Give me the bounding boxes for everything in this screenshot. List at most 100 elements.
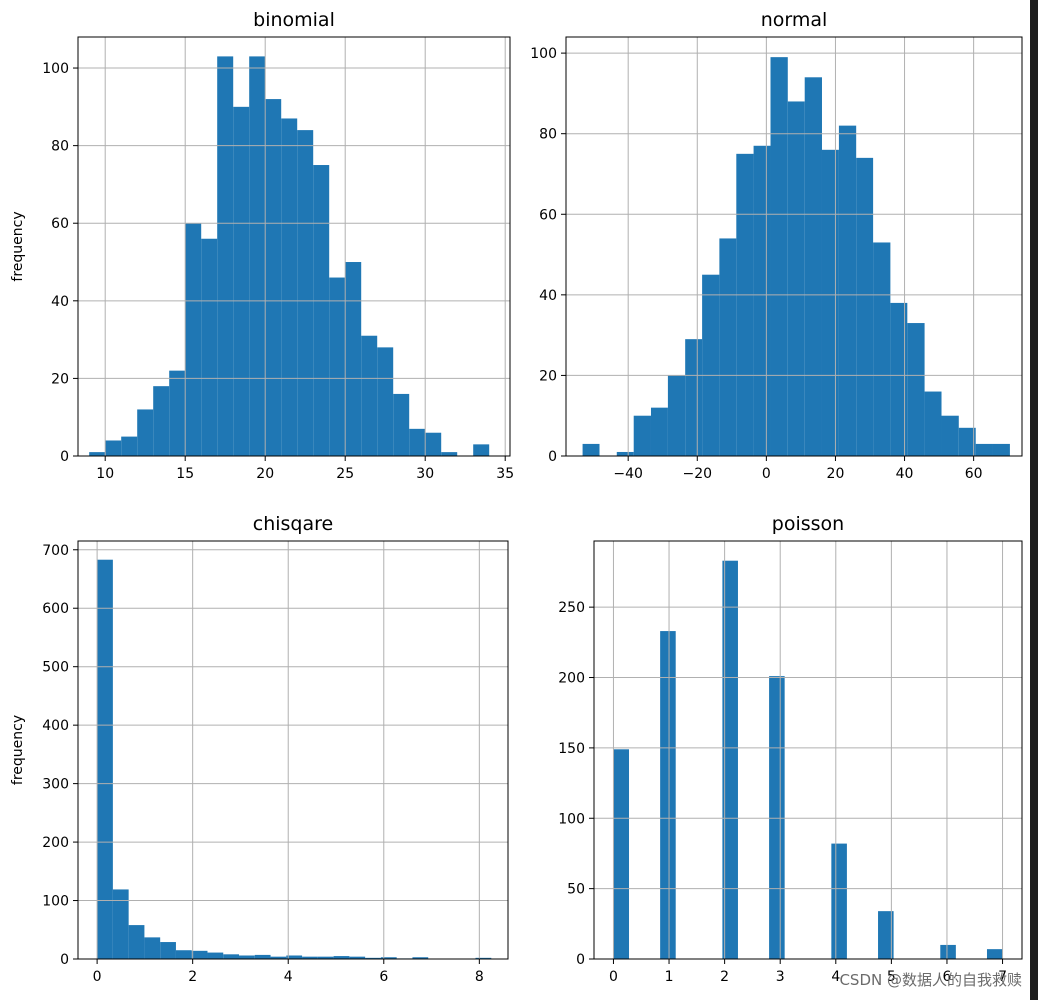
histogram-bar [838,125,857,456]
x-tick-label: 15 [176,466,194,482]
histogram-bar [616,451,634,456]
y-tick-label: 700 [42,543,69,559]
x-tick-label: 25 [336,466,354,482]
histogram-bar [201,238,218,456]
histogram-bar [633,415,651,456]
x-tick-label: 2 [720,969,729,985]
x-tick-label: 20 [256,466,274,482]
subplot-poisson: 0 1 2 3 4 5 6 7 0 50 100 150 200 250 poisson [558,513,1023,985]
y-tick-label: 200 [42,835,69,851]
x-tick-label: 3 [776,969,785,985]
histogram-bar [958,427,976,456]
histogram-bar [377,347,394,456]
histogram-bar [175,950,192,959]
x-tick-label: 0 [93,969,102,985]
histogram-bar [907,323,925,456]
x-tick-label: 60 [965,466,983,482]
histogram-bar [660,631,676,959]
histogram-bar [878,911,894,959]
histogram-bar [940,944,956,959]
histogram-bar [856,157,874,456]
histogram-bar [821,149,839,457]
y-tick-label: 0 [60,952,69,968]
histogram-bar [924,391,942,456]
x-tick-label: 40 [896,466,914,482]
y-tick-label: 300 [42,777,69,793]
subplot-title: chisqare [253,513,333,535]
histogram-bar [719,238,737,456]
subplot-title: poisson [772,513,844,535]
histogram-bar [169,370,186,456]
histogram-bar [365,957,381,959]
histogram-bar [873,242,891,456]
y-tick-label: 150 [558,741,585,757]
histogram-bar [975,443,993,456]
x-tick-label: 6 [379,969,388,985]
y-tick-label: 250 [558,600,585,616]
histogram-bar [441,452,458,456]
bars [613,560,1003,959]
watermark: CSDN @数据人的自我救赎 [839,971,1022,989]
subplot-chisqare: 0 2 4 6 8 0 100 200 300 400 500 600 700 chisqare frequ… [10,513,509,985]
histogram-bar [722,560,738,959]
histogram-bar [185,223,202,456]
x-tick-label: 10 [96,466,114,482]
y-axis-label: frequency [10,211,26,281]
histogram-bar [804,77,822,457]
histogram-bar [787,101,805,456]
histogram-bar [97,559,113,959]
y-tick-label: 100 [530,46,557,62]
histogram-bar [333,956,350,959]
grid [78,37,510,457]
x-tick-label: 0 [762,466,771,482]
x-tick-label: 35 [496,466,514,482]
y-tick-label: 0 [576,952,585,968]
histogram-bar [105,440,122,456]
histogram-bar [233,106,250,456]
y-tick-label: 200 [558,671,585,687]
subplot-binomial: 10 15 20 25 30 35 0 20 40 60 80 100 binomial frequenc… [10,9,514,482]
histogram-bar [425,432,442,456]
histogram-bar [297,130,314,456]
y-tick-label: 80 [51,139,69,155]
x-tick-label: 2 [188,969,197,985]
histogram-bar [831,843,847,959]
y-tick-label: 500 [42,660,69,676]
histogram-bar [217,56,234,457]
histogram-bar [702,274,720,456]
axes-frame [593,540,1023,960]
x-tick-label: −40 [613,466,643,482]
histogram-bar [270,956,287,959]
x-tick-label: 4 [831,969,840,985]
y-tick-label: 50 [567,882,585,898]
histogram-bar [313,165,330,456]
subplot-normal: −40 −20 0 20 40 60 0 20 40 60 80 100 normal [530,9,1023,482]
histogram-bar [650,407,668,456]
histogram-bar [992,443,1010,456]
histogram-bar [393,393,410,456]
histogram-bar [685,339,703,456]
histogram-bar [223,954,240,959]
x-tick-label: 8 [475,969,484,985]
bars [89,56,490,457]
histogram-bar [160,942,176,959]
x-tick-label: 30 [416,466,434,482]
histogram-bar [380,957,397,959]
histogram-bar [302,956,318,959]
histogram-bar [361,335,378,456]
axes-frame [565,36,1023,457]
histogram-bar [349,956,366,959]
y-tick-label: 600 [42,601,69,617]
x-tick-label: 5 [887,969,896,985]
histogram-bar [613,749,630,959]
y-axis-label: frequency [10,715,26,785]
histogram-bar [265,99,282,457]
x-tick-label: 1 [665,969,674,985]
histogram-bar [281,118,298,456]
bars [97,559,492,959]
y-tick-label: 0 [548,449,557,465]
histogram-bar [753,145,771,456]
grid [78,541,508,960]
